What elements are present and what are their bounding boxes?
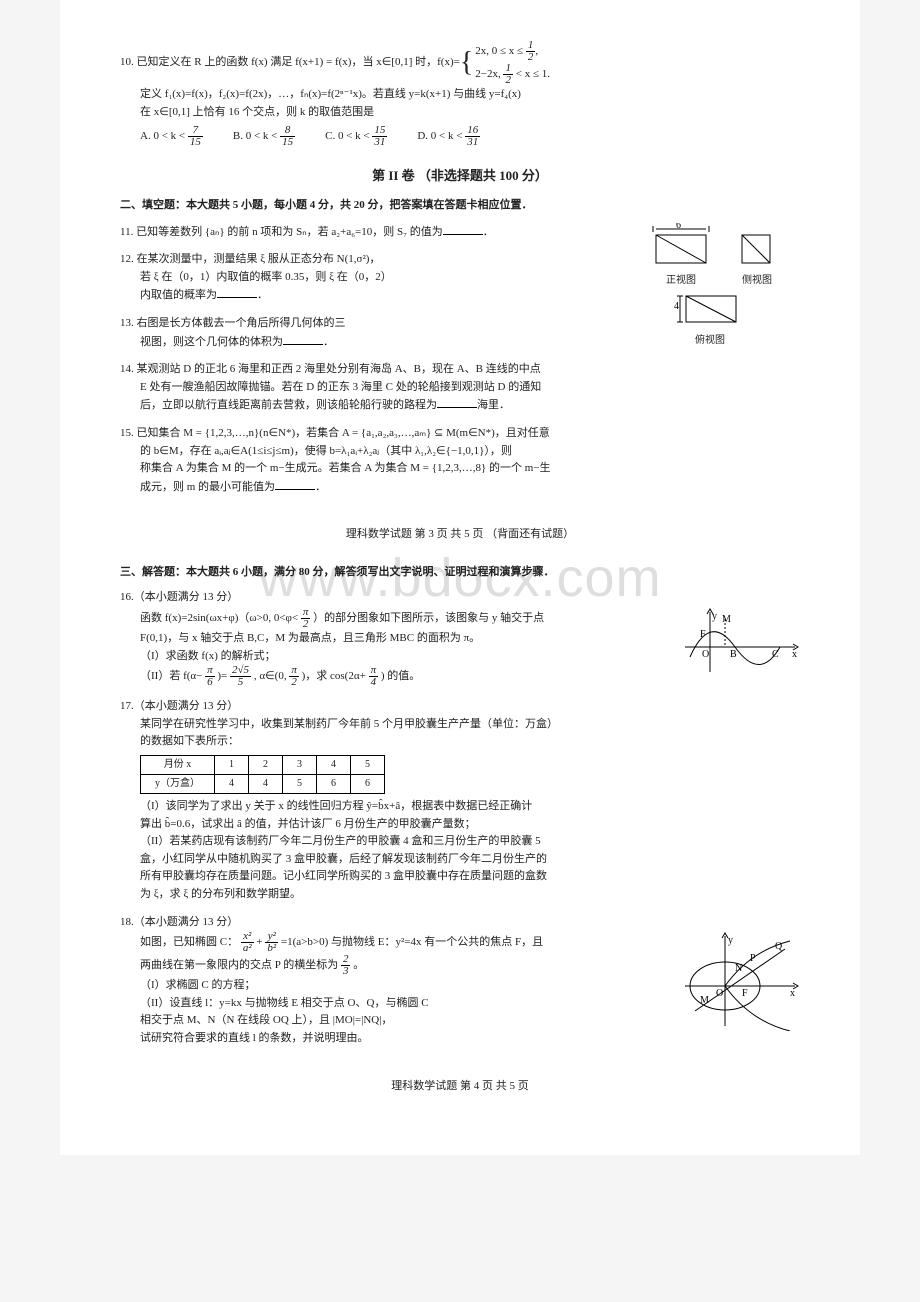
table-header: 月份 x bbox=[141, 756, 215, 775]
sine-graph: y x F M O B C bbox=[680, 607, 800, 684]
piecewise: { 2x, 0 ≤ x ≤ 12, 2−2x, 12 < x ≤ 1. bbox=[460, 40, 550, 86]
side-view-label: 侧视图 bbox=[740, 273, 774, 289]
question-15: 15. 已知集合 M = {1,2,3,…,n}(n∈N*)，若集合 A = {… bbox=[120, 425, 800, 496]
top-view-label: 俯视图 bbox=[672, 333, 748, 349]
svg-text:y: y bbox=[728, 935, 733, 946]
svg-text:F: F bbox=[742, 988, 748, 999]
dim-4: 4 bbox=[674, 301, 679, 312]
ellipse-parabola-figure: y x O F P Q N M bbox=[680, 931, 800, 1038]
question-10: 10. 已知定义在 R 上的函数 f(x) 满足 f(x+1) = f(x)，当… bbox=[120, 40, 800, 148]
svg-text:F: F bbox=[700, 629, 706, 640]
blank bbox=[443, 223, 483, 235]
blank bbox=[217, 286, 257, 298]
svg-text:N: N bbox=[735, 963, 742, 974]
blank bbox=[275, 478, 315, 490]
svg-text:C: C bbox=[772, 649, 779, 660]
table-cell: 4 bbox=[317, 756, 351, 775]
svg-text:x: x bbox=[790, 988, 795, 999]
table-cell: 3 bbox=[283, 756, 317, 775]
svg-text:O: O bbox=[702, 649, 709, 660]
svg-text:M: M bbox=[722, 614, 731, 625]
table-cell: 6 bbox=[317, 775, 351, 794]
question-18: 18.（本小题满分 13 分） yx OF PQ NM bbox=[120, 914, 800, 1048]
svg-text:B: B bbox=[730, 649, 737, 660]
q10-stem-a: 10. 已知定义在 R 上的函数 f(x) 满足 f(x+1) = f(x)，当… bbox=[120, 54, 460, 72]
data-table: 月份 x 1 2 3 4 5 y（万盒） 4 4 5 6 6 bbox=[140, 755, 385, 794]
svg-text:y: y bbox=[712, 611, 717, 622]
part2-title: 第 II 卷 （非选择题共 100 分） bbox=[120, 166, 800, 187]
fillin-heading: 二、填空题：本大题共 5 小题，每小题 4 分，共 20 分，把答案填在答题卡相… bbox=[120, 197, 800, 215]
table-cell: 6 bbox=[351, 775, 385, 794]
svg-text:M: M bbox=[700, 995, 709, 1006]
table-cell: 5 bbox=[283, 775, 317, 794]
svg-text:Q: Q bbox=[775, 941, 783, 952]
table-cell: 4 bbox=[249, 775, 283, 794]
page-footer-3: 理科数学试题 第 3 页 共 5 页 （背面还有试题） bbox=[120, 526, 800, 544]
svg-text:P: P bbox=[750, 953, 756, 964]
blank bbox=[437, 396, 477, 408]
q10-stem-b: 定义 f₁(x)=f(x)，f₂(x)=f(2x)，…，fₙ(x)=f(2ⁿ⁻¹… bbox=[140, 86, 800, 104]
blank bbox=[283, 333, 323, 345]
question-16: 16.（本小题满分 13 分） yx FM OBC 函数 f(x)=2sin(ω… bbox=[120, 589, 800, 688]
three-views-figure: 6 正视图 侧视图 4 bbox=[620, 223, 800, 353]
table-cell: 2 bbox=[249, 756, 283, 775]
piece1: 2x, 0 ≤ x ≤ bbox=[475, 45, 523, 57]
question-17: 17.（本小题满分 13 分） 某同学在研究性学习中，收集到某制药厂今年前 5 … bbox=[120, 698, 800, 903]
table-cell: 4 bbox=[215, 775, 249, 794]
table-header: y（万盒） bbox=[141, 775, 215, 794]
svg-text:O: O bbox=[716, 988, 723, 999]
solve-heading: 三、解答题：本大题共 6 小题，满分 80 分，解答须写出文字说明、证明过程和演… bbox=[120, 564, 800, 582]
svg-text:x: x bbox=[792, 649, 797, 660]
page-footer-4: 理科数学试题 第 4 页 共 5 页 bbox=[120, 1078, 800, 1096]
dim-6: 6 bbox=[676, 223, 681, 231]
question-14: 14. 某观测站 D 的正北 6 海里和正西 2 海里处分别有海岛 A、B，现在… bbox=[120, 361, 800, 415]
piece2: 2−2x, bbox=[475, 68, 500, 80]
table-cell: 5 bbox=[351, 756, 385, 775]
q10-options: A. 0 < k < 715 B. 0 < k < 815 C. 0 < k <… bbox=[140, 125, 800, 148]
table-cell: 1 bbox=[215, 756, 249, 775]
front-view-label: 正视图 bbox=[646, 273, 716, 289]
q10-stem-c: 在 x∈[0,1] 上恰有 16 个交点，则 k 的取值范围是 bbox=[140, 104, 800, 122]
